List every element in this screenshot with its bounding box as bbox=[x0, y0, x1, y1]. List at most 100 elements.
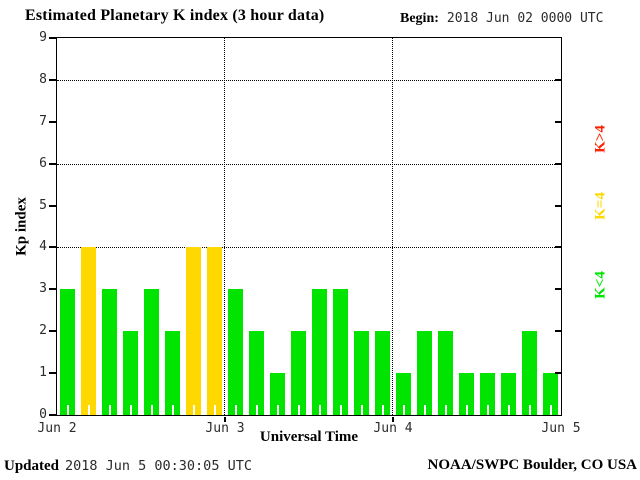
begin-label: Begin: bbox=[400, 11, 439, 26]
legend-label: K<4 bbox=[592, 271, 609, 299]
y-tick-label: 2 bbox=[39, 323, 47, 339]
x-tick-mark-day bbox=[392, 417, 394, 422]
kp-bar bbox=[144, 289, 159, 415]
kp-bar bbox=[522, 331, 537, 415]
updated-value: 2018 Jun 5 00:30:05 UTC bbox=[65, 458, 252, 474]
y-tick-mark bbox=[49, 120, 56, 123]
minor-tick-3hour bbox=[150, 405, 153, 415]
minor-tick-3hour bbox=[444, 405, 447, 415]
kp-bar bbox=[312, 289, 327, 415]
y-tick-mark bbox=[49, 162, 56, 165]
kp-bar bbox=[438, 331, 453, 415]
minor-tick-3hour bbox=[381, 405, 384, 415]
kp-bar bbox=[81, 247, 96, 415]
y-tick-mark-right bbox=[555, 246, 561, 249]
y-tick-label: 0 bbox=[39, 407, 47, 422]
minor-tick-3hour bbox=[213, 405, 216, 415]
kp-bar bbox=[543, 373, 558, 415]
gridline-day-boundary bbox=[392, 38, 393, 415]
minor-tick-3hour bbox=[360, 405, 363, 415]
x-tick-label: Jun 3 bbox=[205, 421, 245, 436]
kp-bar bbox=[207, 247, 222, 415]
updated-timestamp: Updated 2018 Jun 5 00:30:05 UTC bbox=[4, 457, 252, 475]
y-tick-mark bbox=[49, 414, 56, 416]
x-axis-title: Universal Time bbox=[259, 429, 359, 445]
kp-bar bbox=[501, 373, 516, 415]
kp-bar bbox=[459, 373, 474, 415]
minor-tick-3hour bbox=[423, 405, 426, 415]
y-tick-mark-right bbox=[555, 162, 561, 165]
minor-tick-3hour bbox=[255, 405, 258, 415]
minor-tick-3hour bbox=[297, 405, 300, 415]
chart-title: Estimated Planetary K index (3 hour data… bbox=[25, 7, 325, 24]
y-tick-mark bbox=[49, 204, 56, 207]
y-tick-mark-right bbox=[555, 330, 561, 333]
kp-bar bbox=[333, 289, 348, 415]
y-tick-label: 6 bbox=[39, 155, 47, 171]
minor-tick-3hour bbox=[108, 405, 111, 415]
legend-label: K=4 bbox=[592, 191, 609, 220]
y-tick-label: 5 bbox=[39, 197, 47, 213]
y-tick-label: 8 bbox=[39, 71, 47, 87]
y-tick-mark bbox=[49, 246, 56, 249]
updated-label: Updated bbox=[4, 458, 60, 474]
y-tick-mark bbox=[49, 288, 56, 291]
y-tick-mark bbox=[49, 78, 56, 81]
kp-bar bbox=[291, 331, 306, 415]
x-tick-label: Jun 2 bbox=[37, 421, 77, 436]
minor-tick-3hour bbox=[129, 405, 132, 415]
kp-bar bbox=[354, 331, 369, 415]
legend-label: K>4 bbox=[592, 124, 609, 153]
x-tick-label: Jun 4 bbox=[373, 421, 413, 436]
kp-bar bbox=[375, 331, 390, 415]
kp-bar bbox=[102, 289, 117, 415]
x-tick-mark-day bbox=[224, 417, 226, 422]
minor-tick-3hour bbox=[87, 405, 90, 415]
kp-bar bbox=[396, 373, 411, 415]
kp-bar bbox=[165, 331, 180, 415]
gridline-horizontal bbox=[57, 247, 561, 249]
kp-bar bbox=[228, 289, 243, 415]
gridline-horizontal bbox=[57, 163, 561, 165]
gridline-day-boundary bbox=[224, 38, 225, 415]
y-tick-mark bbox=[49, 37, 56, 39]
minor-tick-3hour bbox=[402, 405, 405, 415]
y-tick-mark bbox=[49, 330, 56, 333]
minor-tick-3hour bbox=[486, 405, 489, 415]
minor-tick-3hour bbox=[276, 405, 279, 415]
y-tick-label: 3 bbox=[39, 281, 47, 297]
y-tick-label: 7 bbox=[39, 113, 47, 129]
minor-tick-3hour bbox=[549, 405, 552, 415]
y-tick-mark-right bbox=[555, 288, 561, 291]
credit-text: NOAA/SWPC Boulder, CO USA bbox=[427, 457, 637, 473]
minor-tick-3hour bbox=[528, 405, 531, 415]
kp-bar bbox=[417, 331, 432, 415]
y-tick-label: 1 bbox=[39, 365, 47, 381]
kp-bar bbox=[249, 331, 264, 415]
y-tick-mark-right bbox=[555, 78, 561, 81]
minor-tick-3hour bbox=[318, 405, 321, 415]
kp-bar bbox=[60, 289, 75, 415]
begin-time: Begin: 2018 Jun 02 0000 UTC bbox=[400, 9, 603, 27]
minor-tick-3hour bbox=[507, 405, 510, 415]
y-tick-mark-right bbox=[555, 120, 561, 123]
minor-tick-3hour bbox=[192, 405, 195, 415]
kp-bar bbox=[123, 331, 138, 415]
begin-value: 2018 Jun 02 0000 UTC bbox=[446, 11, 604, 26]
gridline-horizontal bbox=[57, 79, 561, 81]
x-tick-label: Jun 5 bbox=[541, 421, 581, 436]
y-tick-label: 9 bbox=[39, 30, 47, 45]
minor-tick-3hour bbox=[234, 405, 237, 415]
minor-tick-3hour bbox=[339, 405, 342, 415]
y-tick-label: 4 bbox=[39, 239, 47, 255]
minor-tick-3hour bbox=[66, 405, 69, 415]
y-tick-mark-right bbox=[555, 204, 561, 207]
plot-area bbox=[56, 37, 562, 416]
y-axis-title: Kp index bbox=[13, 197, 30, 256]
kp-bar bbox=[186, 247, 201, 415]
y-tick-mark bbox=[49, 372, 56, 375]
kp-bar bbox=[270, 373, 285, 415]
minor-tick-3hour bbox=[171, 405, 174, 415]
y-tick-mark-right bbox=[555, 372, 561, 375]
